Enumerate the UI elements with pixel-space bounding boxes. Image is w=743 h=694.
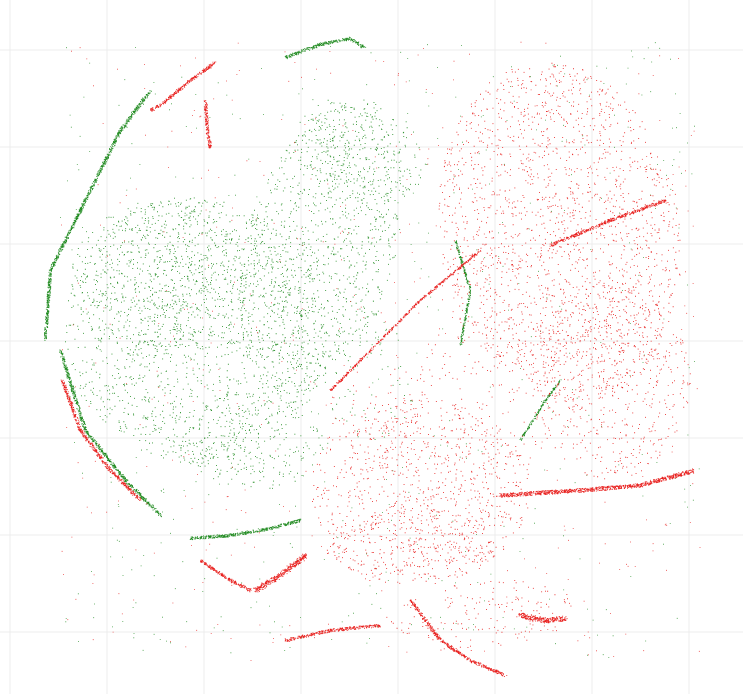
- series-green-marks: [44, 36, 700, 658]
- series-green-points: [44, 36, 700, 658]
- plot-points: [44, 36, 701, 677]
- series-red-marks: [60, 41, 701, 677]
- series-red-points: [60, 41, 701, 677]
